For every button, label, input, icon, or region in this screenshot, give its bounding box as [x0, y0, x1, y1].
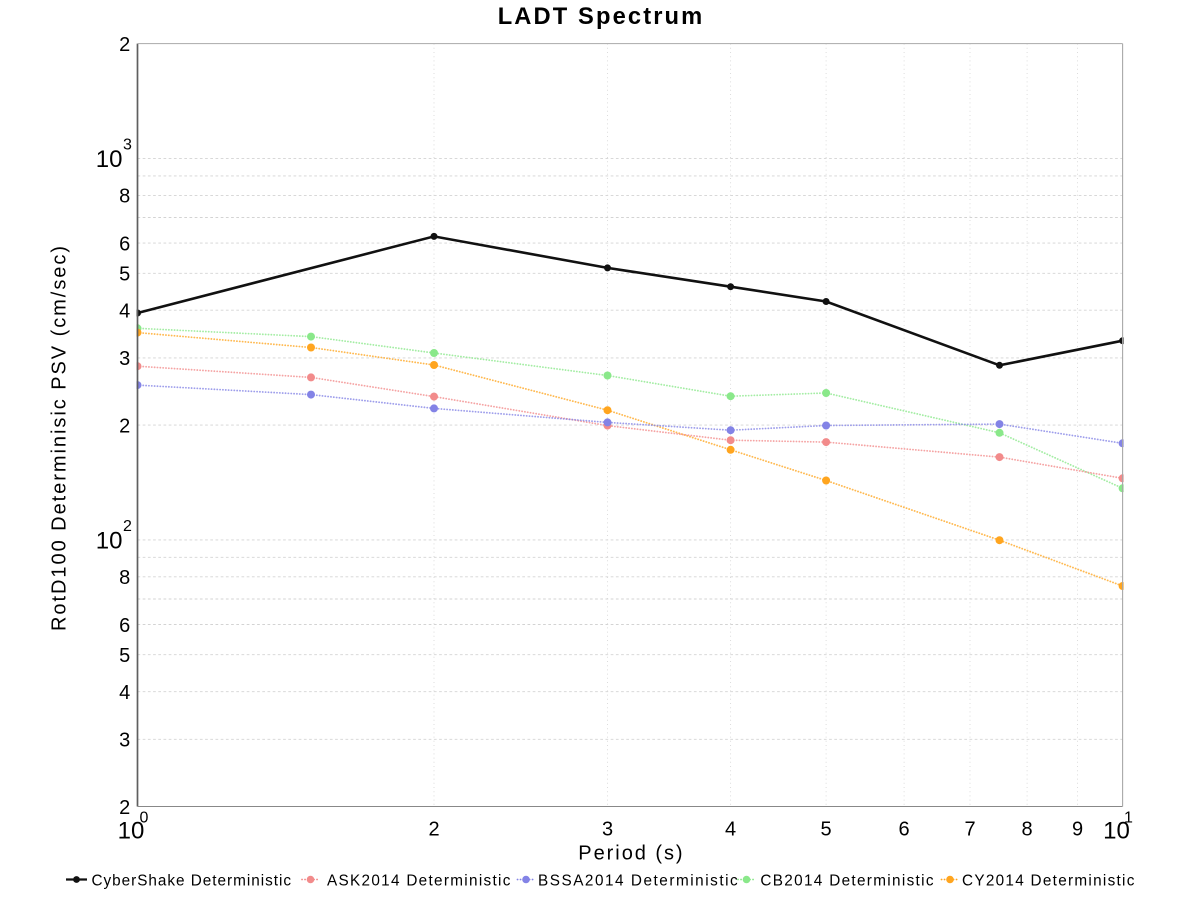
svg-text:0: 0: [140, 810, 149, 827]
svg-text:1: 1: [1124, 810, 1133, 827]
svg-text:10: 10: [1103, 817, 1130, 844]
svg-text:7: 7: [964, 819, 975, 841]
svg-text:3: 3: [119, 348, 130, 370]
svg-text:2: 2: [119, 34, 130, 56]
svg-text:5: 5: [821, 819, 832, 841]
svg-text:CyberShake Deterministic: CyberShake Deterministic: [92, 873, 292, 890]
svg-text:4: 4: [119, 682, 130, 704]
svg-text:5: 5: [119, 264, 130, 286]
svg-text:2: 2: [123, 518, 132, 535]
svg-text:CB2014 Deterministic: CB2014 Deterministic: [760, 873, 933, 890]
svg-text:9: 9: [1072, 819, 1083, 841]
svg-text:CY2014 Deterministic: CY2014 Deterministic: [962, 873, 1135, 890]
svg-text:10: 10: [96, 528, 123, 555]
svg-text:3: 3: [119, 730, 130, 752]
svg-text:10: 10: [118, 817, 145, 844]
svg-text:BSSA2014 Deterministic: BSSA2014 Deterministic: [538, 873, 738, 890]
svg-text:10: 10: [96, 146, 123, 173]
svg-text:3: 3: [602, 819, 613, 841]
svg-text:8: 8: [119, 567, 130, 589]
svg-text:6: 6: [119, 233, 130, 255]
svg-text:4: 4: [119, 301, 130, 323]
svg-text:Period (s): Period (s): [578, 842, 682, 864]
svg-text:2: 2: [428, 819, 439, 841]
svg-text:ASK2014 Deterministic: ASK2014 Deterministic: [327, 873, 511, 890]
svg-text:6: 6: [899, 819, 910, 841]
svg-text:8: 8: [119, 186, 130, 208]
svg-text:5: 5: [119, 645, 130, 667]
svg-text:RotD100 Determinisic PSV (cm/s: RotD100 Determinisic PSV (cm/sec): [49, 246, 71, 631]
svg-text:2: 2: [119, 797, 130, 819]
svg-text:6: 6: [119, 615, 130, 637]
svg-text:3: 3: [123, 137, 132, 154]
svg-text:4: 4: [725, 819, 736, 841]
svg-text:8: 8: [1022, 819, 1033, 841]
svg-text:LADT Spectrum: LADT Spectrum: [498, 4, 703, 30]
svg-text:2: 2: [119, 415, 130, 437]
